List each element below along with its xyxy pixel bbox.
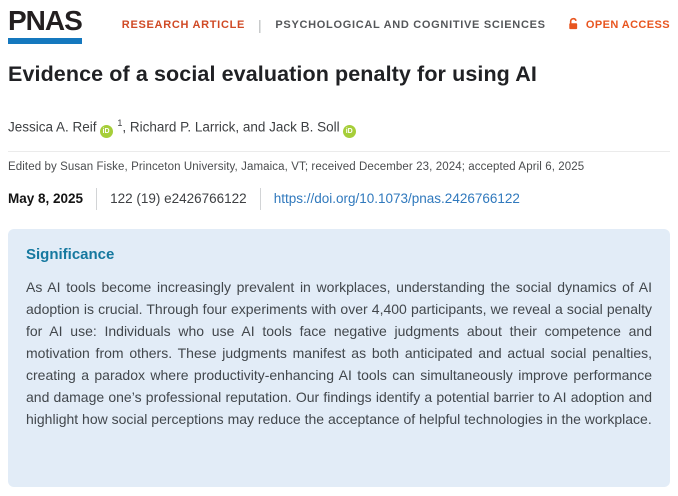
author-names-rest: , Richard P. Larrick, and Jack B. Soll — [122, 119, 340, 135]
open-access-label: OPEN ACCESS — [585, 19, 670, 31]
subject-category-link[interactable]: PSYCHOLOGICAL AND COGNITIVE SCIENCES — [275, 19, 546, 31]
significance-text: As AI tools become increasingly prevalen… — [26, 278, 652, 427]
pnas-logo[interactable]: PNAS — [8, 4, 83, 44]
research-article-link[interactable]: RESEARCH ARTICLE — [121, 19, 246, 31]
doi-link[interactable]: https://doi.org/10.1073/pnas.2426766122 — [273, 191, 520, 206]
significance-heading: Significance — [26, 245, 115, 263]
meta-separator — [259, 187, 261, 210]
nav-separator: | — [258, 17, 263, 33]
edited-by-line: Edited by Susan Fiske, Princeton Univers… — [8, 160, 585, 173]
pnas-logo-bar — [8, 37, 82, 44]
meta-separator — [96, 187, 98, 210]
open-lock-icon — [567, 17, 581, 34]
publication-meta-row: May 8, 2025 122 (19) e2426766122 https:/… — [8, 187, 670, 210]
pnas-logo-text: PNAS — [8, 4, 83, 36]
article-title: Evidence of a social evaluation penalty … — [8, 62, 537, 86]
orcid-icon[interactable]: iD — [99, 124, 113, 138]
divider-rule — [8, 150, 670, 152]
orcid-icon[interactable]: iD — [342, 124, 356, 138]
open-access-badge[interactable]: OPEN ACCESS — [567, 17, 670, 34]
significance-box: Significance As AI tools become increasi… — [8, 228, 670, 487]
masthead: PNAS RESEARCH ARTICLE | PSYCHOLOGICAL AN… — [8, 0, 670, 44]
affiliation-superscript: 1 — [117, 118, 123, 128]
top-navigation: RESEARCH ARTICLE | PSYCHOLOGICAL AND COG… — [122, 17, 546, 33]
author-line: Jessica A. Reif iD 1, Richard P. Larrick,… — [8, 118, 670, 138]
publication-date: May 8, 2025 — [8, 191, 84, 206]
author-name-first: Jessica A. Reif — [8, 119, 97, 135]
volume-issue-citation: 122 (19) e2426766122 — [110, 191, 247, 206]
